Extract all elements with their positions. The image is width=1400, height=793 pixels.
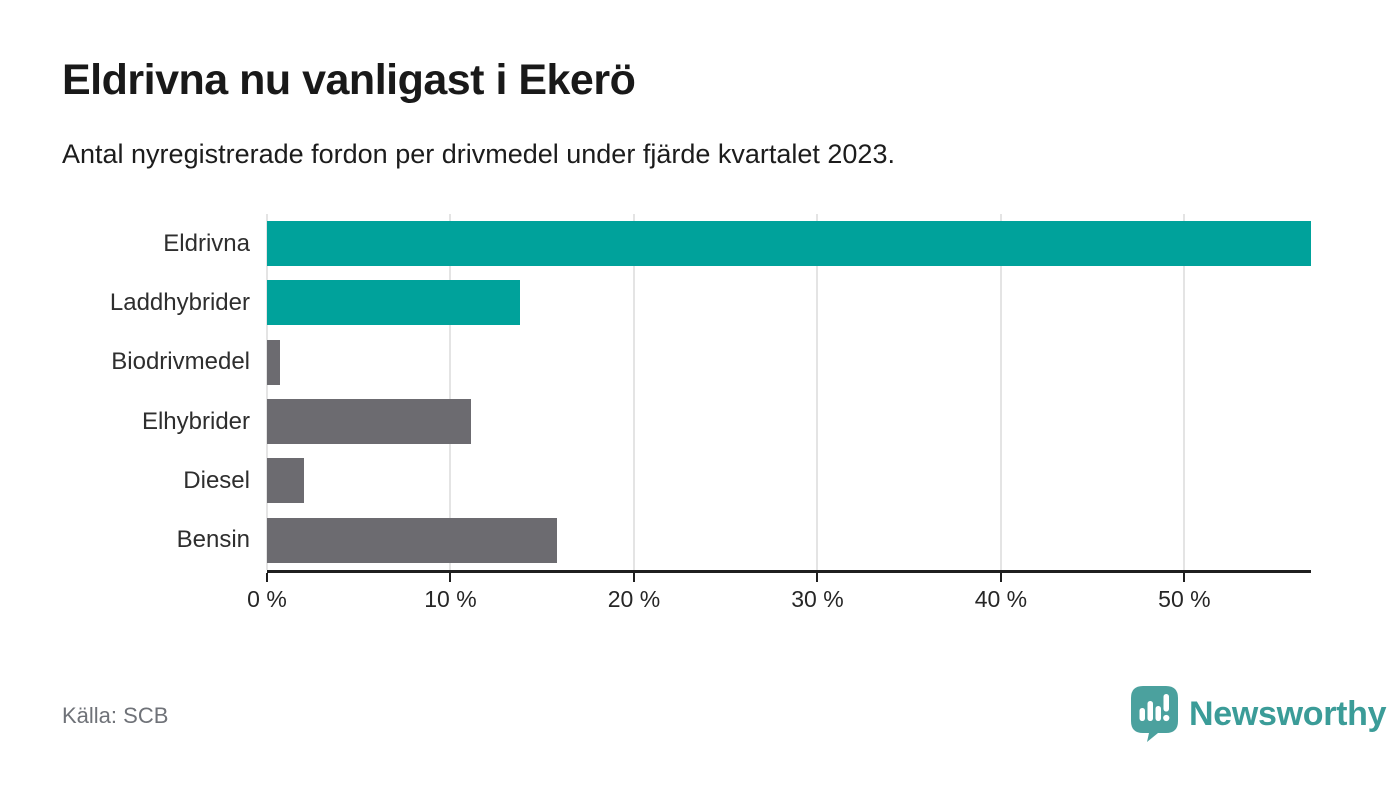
gridline xyxy=(816,214,819,570)
x-axis-tick-label: 0 % xyxy=(247,586,287,612)
bar xyxy=(267,517,557,563)
x-axis-tick xyxy=(449,573,452,582)
x-axis: 0 % 10 % 20 % 30 % 40 % 50 % xyxy=(247,570,1311,630)
bar-row: Eldrivna xyxy=(163,214,1311,273)
gridline xyxy=(266,214,268,570)
x-axis-line xyxy=(267,570,1311,573)
bar xyxy=(267,221,1311,266)
chart-subtitle: Antal nyregistrerade fordon per drivmede… xyxy=(62,139,895,169)
category-label: Biodrivmedel xyxy=(111,348,250,376)
x-axis-tick-label: 40 % xyxy=(974,586,1028,612)
x-axis-tick-label: 50 % xyxy=(1158,586,1211,612)
page-title: Eldrivna nu vanligast i Ekerö xyxy=(62,56,636,104)
category-label: Elhybrider xyxy=(141,407,250,435)
bar-row: Bensin xyxy=(177,511,1311,570)
category-label: Eldrivna xyxy=(163,229,250,257)
bar-row: Laddhybrider xyxy=(110,273,1311,332)
newsworthy-speech-bubble-chart-icon xyxy=(1131,686,1178,742)
x-axis-tick xyxy=(999,573,1002,582)
bar xyxy=(267,458,304,504)
bar xyxy=(267,339,280,385)
bar-row: Diesel xyxy=(183,451,1311,510)
gridline xyxy=(449,214,452,570)
x-axis-tick xyxy=(1183,573,1186,582)
newsworthy-wordmark: Newsworthy xyxy=(1189,694,1387,733)
category-label: Laddhybrider xyxy=(109,288,250,316)
bar-row: Biodrivmedel xyxy=(111,333,1311,392)
x-axis-tick-label: 10 % xyxy=(424,586,477,612)
plot-area: Eldrivna Laddhybrider Biodrivmedel Elhybrid… xyxy=(110,214,1311,570)
gridline xyxy=(632,214,635,570)
bar xyxy=(267,399,471,444)
x-axis-tick xyxy=(816,573,819,582)
x-axis-tick-label: 20 % xyxy=(607,586,661,612)
x-axis-tick xyxy=(632,573,635,582)
newsworthy-logo: Newsworthy xyxy=(1131,686,1387,742)
category-label: Bensin xyxy=(176,526,250,554)
bar xyxy=(267,280,521,326)
x-axis-tick xyxy=(266,573,268,582)
source-label: Källa: SCB xyxy=(62,703,169,728)
gridline xyxy=(999,214,1002,570)
bar-row: Elhybrider xyxy=(142,392,1311,451)
gridline xyxy=(1183,214,1186,570)
x-axis-tick-label: 30 % xyxy=(791,586,844,612)
category-label: Diesel xyxy=(183,466,250,494)
